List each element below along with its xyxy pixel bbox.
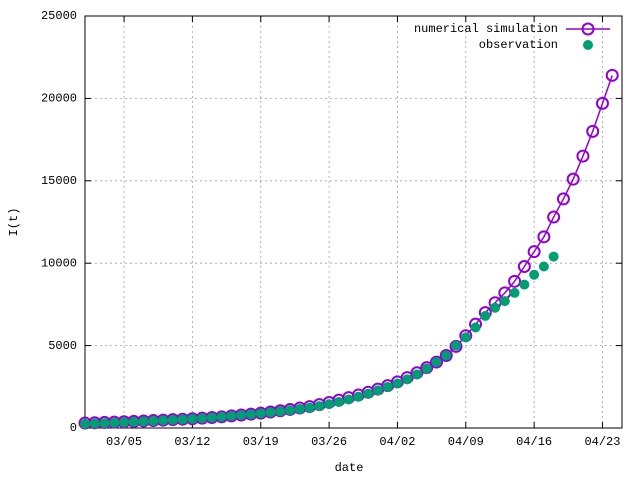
- legend-label: numerical simulation: [414, 22, 558, 36]
- observation-point: [421, 363, 432, 374]
- x-tick-label: 04/02: [379, 435, 415, 449]
- simulation-point: [556, 192, 570, 206]
- observation-point: [343, 394, 354, 405]
- observation-point: [187, 413, 198, 424]
- observation-point: [255, 408, 266, 419]
- observation-point: [314, 401, 325, 412]
- observation-point: [499, 296, 510, 307]
- observation-point: [392, 378, 403, 389]
- y-axis-label: I(t): [7, 208, 21, 237]
- simulation-point: [547, 210, 561, 224]
- observation-point: [275, 406, 286, 417]
- simulation-point: [566, 172, 580, 186]
- y-tick-label: 20000: [41, 92, 77, 106]
- observation-point: [99, 418, 110, 429]
- observation-point: [177, 414, 188, 425]
- y-tick-label: 25000: [41, 9, 77, 23]
- observation-point: [470, 322, 481, 333]
- simulation-point: [576, 149, 590, 163]
- x-tick-label: 03/05: [106, 435, 142, 449]
- observation-point: [460, 332, 471, 343]
- observation-point: [148, 415, 159, 426]
- x-tick-label: 04/09: [448, 435, 484, 449]
- observation-point: [236, 410, 247, 421]
- y-tick-label: 0: [70, 421, 77, 435]
- x-tick-label: 03/12: [174, 435, 210, 449]
- legend-marker: [583, 40, 593, 50]
- observation-point: [451, 340, 462, 351]
- observation-point: [89, 418, 100, 429]
- legend-label: observation: [479, 38, 558, 52]
- simulation-point: [537, 230, 551, 244]
- y-tick-label: 10000: [41, 256, 77, 270]
- observation-point: [324, 399, 335, 410]
- y-tick-label: 5000: [48, 339, 77, 353]
- simulation-point: [595, 96, 609, 110]
- observation-point: [216, 411, 227, 422]
- observation-point: [128, 416, 139, 427]
- simulation-point: [429, 355, 443, 369]
- x-tick-label: 04/16: [516, 435, 552, 449]
- simulation-point: [527, 245, 541, 259]
- simulation-point: [439, 348, 453, 362]
- x-axis-label: date: [335, 461, 364, 475]
- observation-point: [480, 310, 491, 321]
- observation-point: [509, 287, 520, 298]
- observation-point: [265, 407, 276, 418]
- observation-point: [197, 413, 208, 424]
- simulation-point: [508, 274, 522, 288]
- observation-point: [226, 410, 237, 421]
- observation-point: [109, 417, 120, 428]
- observation-point: [294, 404, 305, 415]
- observation-point: [206, 412, 217, 423]
- x-tick-label: 04/23: [584, 435, 620, 449]
- y-tick-label: 15000: [41, 174, 77, 188]
- observation-point: [382, 381, 393, 392]
- legend-marker: [581, 22, 595, 36]
- observation-point: [333, 396, 344, 407]
- observation-point: [548, 251, 559, 262]
- observation-point: [490, 302, 501, 313]
- simulation-point: [517, 259, 531, 273]
- observation-point: [158, 415, 169, 426]
- simulation-point: [586, 124, 600, 138]
- observation-point: [372, 385, 383, 396]
- observation-point: [353, 391, 364, 402]
- series-line: [84, 75, 613, 424]
- observation-point: [119, 417, 130, 428]
- simulation-point: [605, 68, 619, 82]
- observation-point: [285, 405, 296, 416]
- observation-point: [538, 261, 549, 272]
- x-tick-label: 03/26: [311, 435, 347, 449]
- observation-point: [304, 402, 315, 413]
- observation-point: [245, 409, 256, 420]
- observation-point: [402, 374, 413, 385]
- observation-point: [363, 388, 374, 399]
- observation-point: [411, 369, 422, 380]
- observation-point: [441, 350, 452, 361]
- observation-point: [80, 418, 90, 429]
- observation-point: [138, 416, 149, 427]
- observation-point: [519, 279, 530, 290]
- x-tick-label: 03/19: [243, 435, 279, 449]
- observation-point: [167, 414, 178, 425]
- plot-frame: [84, 15, 623, 429]
- observation-point: [529, 269, 540, 280]
- observation-point: [431, 357, 442, 368]
